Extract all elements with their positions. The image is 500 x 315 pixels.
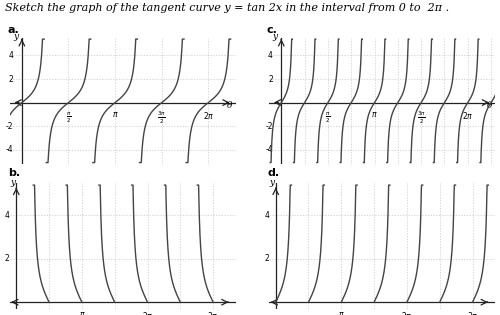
Text: -2: -2	[266, 122, 273, 131]
Text: b.: b.	[8, 168, 20, 178]
Text: $\frac{\pi}{2}$: $\frac{\pi}{2}$	[66, 110, 71, 125]
Text: $2\pi$: $2\pi$	[142, 310, 154, 315]
Text: $\pi$: $\pi$	[78, 310, 85, 315]
Text: $2\pi$: $2\pi$	[202, 110, 214, 121]
Text: 2: 2	[9, 75, 14, 83]
Text: $\pi$: $\pi$	[338, 310, 344, 315]
Text: y: y	[270, 178, 274, 187]
Text: $2\pi$: $2\pi$	[462, 110, 473, 121]
Text: y: y	[14, 32, 18, 41]
Text: a.: a.	[7, 26, 19, 36]
Text: -4: -4	[266, 145, 273, 154]
Text: 2: 2	[268, 75, 273, 83]
Text: $\pi$: $\pi$	[371, 110, 378, 119]
Text: y: y	[10, 178, 15, 187]
Text: θ: θ	[227, 101, 232, 110]
Text: $\pi$: $\pi$	[112, 110, 118, 119]
Text: $\frac{\pi}{2}$: $\frac{\pi}{2}$	[325, 110, 330, 125]
Text: $\frac{3\pi}{2}$: $\frac{3\pi}{2}$	[417, 110, 426, 126]
Text: $2\pi$: $2\pi$	[401, 310, 412, 315]
Text: Sketch the graph of the tangent curve y = tan 2x in the interval from 0 to  2π .: Sketch the graph of the tangent curve y …	[5, 3, 449, 13]
Text: 4: 4	[268, 51, 273, 60]
Text: d.: d.	[268, 168, 280, 178]
Text: -4: -4	[6, 145, 14, 154]
Text: 4: 4	[8, 51, 14, 60]
Text: -2: -2	[6, 122, 14, 131]
Text: c.: c.	[266, 26, 278, 36]
Text: 4: 4	[4, 211, 10, 220]
Text: $3\pi$: $3\pi$	[208, 310, 219, 315]
Text: 4: 4	[264, 211, 269, 220]
Text: 2: 2	[264, 254, 269, 263]
Text: y: y	[273, 32, 278, 41]
Text: θ: θ	[486, 101, 492, 110]
Text: $3\pi$: $3\pi$	[467, 310, 478, 315]
Text: $\frac{3\pi}{2}$: $\frac{3\pi}{2}$	[158, 110, 166, 126]
Text: 2: 2	[5, 254, 10, 263]
